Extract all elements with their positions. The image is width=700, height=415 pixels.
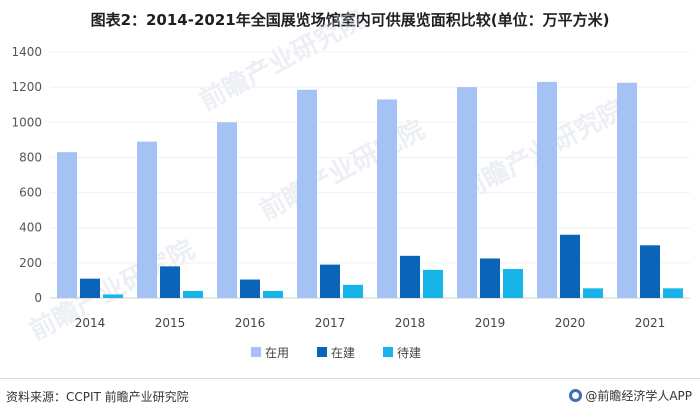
bar-2020-1 — [560, 234, 580, 298]
y-tick-label: 200 — [19, 256, 42, 270]
legend-swatch — [317, 347, 327, 357]
bar-2020-2 — [583, 288, 603, 298]
bar-2018-0 — [377, 99, 397, 298]
x-tick-label: 2016 — [235, 316, 266, 330]
legend-label: 在用 — [265, 346, 289, 360]
y-tick-label: 800 — [19, 150, 42, 164]
bar-2014-1 — [80, 278, 100, 298]
bar-2017-1 — [320, 264, 340, 298]
bar-2018-2 — [423, 269, 443, 298]
bar-2015-2 — [183, 290, 203, 298]
y-tick-label: 1000 — [11, 115, 42, 129]
brand-label: @前瞻经济学人APP — [585, 389, 692, 403]
legend-label: 在建 — [331, 346, 355, 360]
brand-credit: @前瞻经济学人APP — [569, 387, 692, 404]
bar-2016-2 — [263, 290, 283, 298]
footer: 资料来源：CCPIT 前瞻产业研究院 @前瞻经济学人APP — [0, 378, 700, 415]
bar-2018-1 — [400, 255, 420, 298]
x-tick-label: 2014 — [75, 316, 106, 330]
x-tick-label: 2019 — [475, 316, 506, 330]
bar-2019-0 — [457, 87, 477, 299]
bar-2015-0 — [137, 141, 157, 298]
x-tick-label: 2021 — [635, 316, 666, 330]
y-tick-label: 1200 — [11, 80, 42, 94]
x-tick-label: 2018 — [395, 316, 426, 330]
source-note: 资料来源：CCPIT 前瞻产业研究院 — [6, 390, 189, 404]
y-tick-label: 400 — [19, 221, 42, 235]
x-tick-label: 2020 — [555, 316, 586, 330]
bar-2020-0 — [537, 81, 557, 298]
y-tick-label: 1400 — [11, 45, 42, 59]
bar-2015-1 — [160, 266, 180, 298]
bar-chart: 0 200 400 600 800 1000 1200 1400 2014 2015 2016 201… — [11, 45, 690, 360]
bar-2019-2 — [503, 269, 523, 298]
chart-title: 图表2：2014-2021年全国展览场馆室内可供展览面积比较(单位：万平方米) — [90, 11, 610, 29]
bar-2017-0 — [297, 89, 317, 299]
legend-swatch — [383, 347, 393, 357]
legend-swatch — [251, 347, 261, 357]
brand-logo-icon — [569, 389, 583, 402]
y-tick-label: 600 — [19, 186, 42, 200]
y-tick-label: 0 — [34, 291, 42, 305]
bar-2021-1 — [640, 245, 660, 298]
bar-2019-1 — [480, 258, 500, 298]
bar-2021-0 — [617, 82, 637, 298]
bar-2017-2 — [343, 284, 363, 298]
bar-2014-2 — [103, 294, 123, 298]
bar-2016-0 — [217, 122, 237, 299]
legend-label: 待建 — [397, 346, 421, 360]
bar-2016-1 — [240, 279, 260, 298]
x-tick-label: 2015 — [155, 316, 186, 330]
bar-2021-2 — [663, 288, 683, 298]
x-tick-label: 2017 — [315, 316, 346, 330]
bar-2014-0 — [57, 152, 77, 298]
